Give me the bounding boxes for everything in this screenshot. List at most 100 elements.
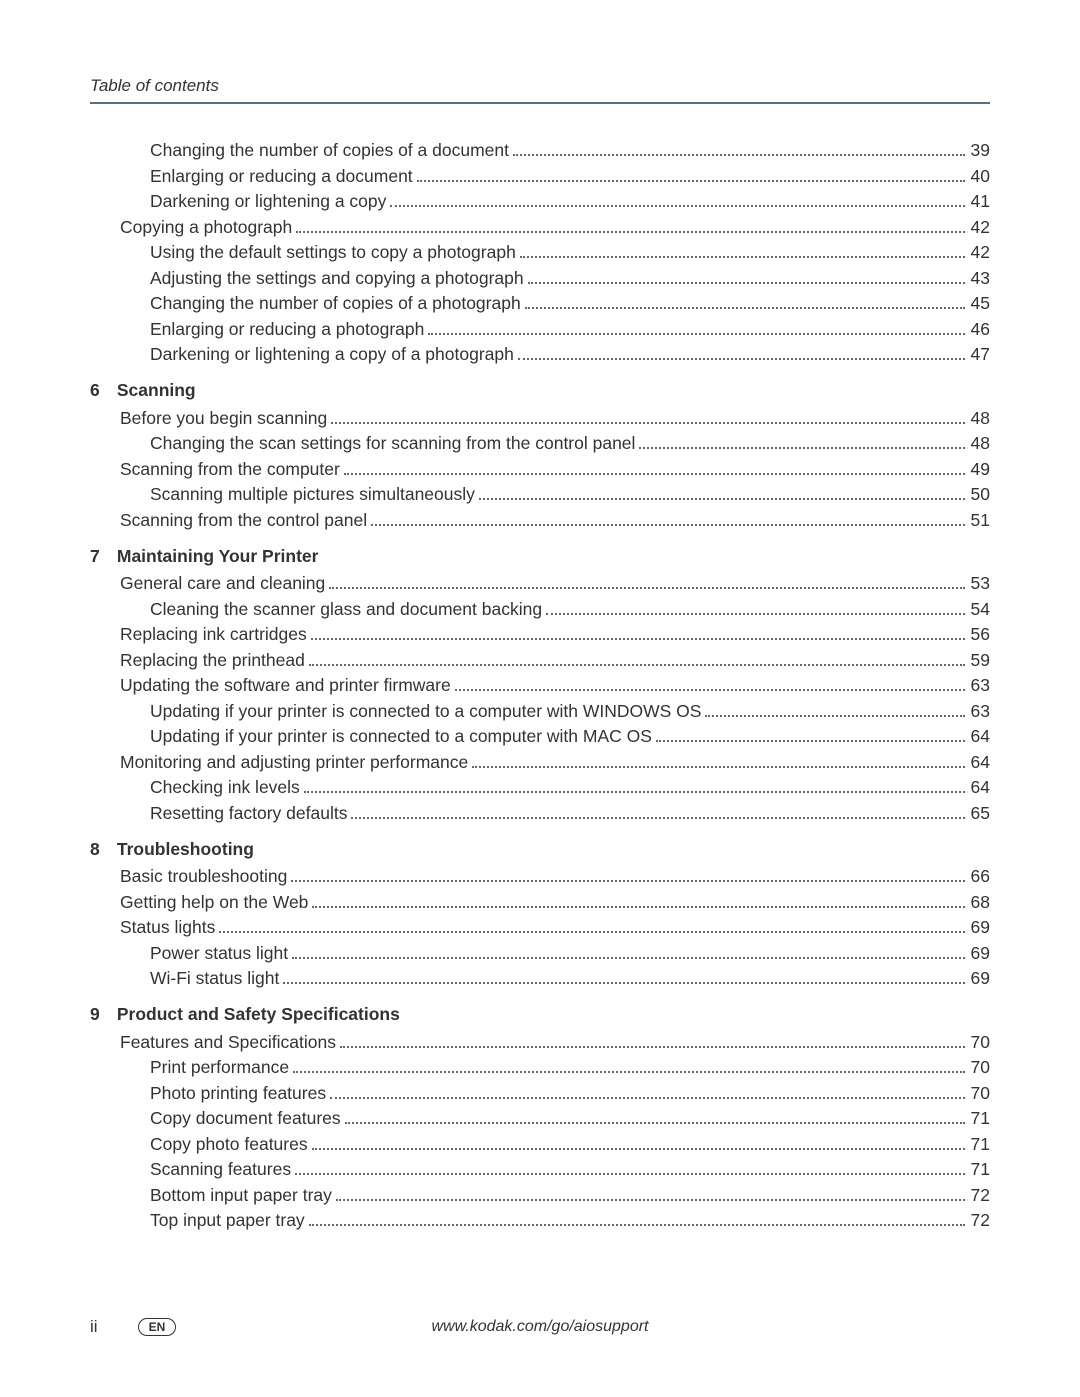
language-badge: EN	[138, 1318, 177, 1336]
toc-entry-label: Scanning from the computer	[120, 461, 340, 479]
toc-entry[interactable]: Before you begin scanning48	[90, 410, 990, 428]
toc-leader-dots	[656, 728, 965, 742]
toc-leader-dots	[340, 1034, 965, 1048]
toc-entry[interactable]: Checking ink levels64	[90, 779, 990, 797]
toc-entry[interactable]: Scanning features71	[90, 1161, 990, 1179]
toc-entry-label: Features and Specifications	[120, 1034, 336, 1052]
toc-entry[interactable]: Scanning from the control panel51	[90, 512, 990, 530]
toc-entry[interactable]: Status lights69	[90, 919, 990, 937]
toc-entry[interactable]: Scanning from the computer49	[90, 461, 990, 479]
toc-entry[interactable]: Changing the number of copies of a photo…	[90, 295, 990, 313]
toc-entry[interactable]: Print performance70	[90, 1059, 990, 1077]
page-footer: ii EN www.kodak.com/go/aiosupport	[90, 1317, 990, 1337]
toc-leader-dots	[219, 919, 964, 933]
toc-entry[interactable]: Enlarging or reducing a document40	[90, 168, 990, 186]
toc-entry-page: 72	[969, 1212, 990, 1230]
toc-entry[interactable]: Copy document features71	[90, 1110, 990, 1128]
toc-entry-page: 53	[969, 575, 990, 593]
toc-leader-dots	[293, 1059, 964, 1073]
toc-entry[interactable]: Wi-Fi status light 69	[90, 970, 990, 988]
toc-leader-dots	[336, 1187, 965, 1201]
toc-entry[interactable]: Features and Specifications70	[90, 1034, 990, 1052]
toc-leader-dots	[292, 945, 964, 959]
toc-leader-dots	[283, 970, 964, 984]
toc-entry[interactable]: Basic troubleshooting66	[90, 868, 990, 886]
toc-leader-dots	[345, 1110, 965, 1124]
toc-entry[interactable]: Power status light69	[90, 945, 990, 963]
toc-leader-dots	[371, 512, 964, 526]
toc-entry[interactable]: Enlarging or reducing a photograph 46	[90, 321, 990, 339]
toc-entry-page: 47	[969, 346, 990, 364]
toc-entry[interactable]: Replacing ink cartridges56	[90, 626, 990, 644]
toc-entry-label: Copy document features	[150, 1110, 341, 1128]
toc-entry-page: 64	[969, 728, 990, 746]
toc-leader-dots	[295, 1161, 964, 1175]
toc-entry[interactable]: Photo printing features70	[90, 1085, 990, 1103]
toc-entry[interactable]: Cleaning the scanner glass and document …	[90, 601, 990, 619]
toc-leader-dots	[455, 677, 965, 691]
toc-section-heading[interactable]: 8 Troubleshooting	[90, 841, 990, 859]
toc-entry[interactable]: Adjusting the settings and copying a pho…	[90, 270, 990, 288]
toc-entry-page: 72	[969, 1187, 990, 1205]
toc-entry-page: 69	[969, 945, 990, 963]
toc-entry-label: Photo printing features	[150, 1085, 326, 1103]
toc-entry-page: 64	[969, 754, 990, 772]
toc-entry[interactable]: Changing the scan settings for scanning …	[90, 435, 990, 453]
toc-entry-page: 41	[969, 193, 990, 211]
toc-entry-page: 48	[969, 435, 990, 453]
toc-section-heading[interactable]: 7 Maintaining Your Printer	[90, 548, 990, 566]
running-head: Table of contents	[90, 76, 990, 104]
toc-entry-page: 69	[969, 970, 990, 988]
toc-entry[interactable]: Monitoring and adjusting printer perform…	[90, 754, 990, 772]
toc-entry[interactable]: Updating if your printer is connected to…	[90, 728, 990, 746]
toc-entry-page: 39	[969, 142, 990, 160]
toc-leader-dots	[344, 461, 965, 475]
toc-entry[interactable]: General care and cleaning53	[90, 575, 990, 593]
toc-entry-label: Replacing the printhead	[120, 652, 305, 670]
toc-entry[interactable]: Bottom input paper tray 72	[90, 1187, 990, 1205]
toc-entry-label: Changing the number of copies of a photo…	[150, 295, 521, 313]
toc-entry-page: 43	[969, 270, 990, 288]
toc-entry-page: 69	[969, 919, 990, 937]
toc-leader-dots	[479, 486, 965, 500]
toc-entry-label: Enlarging or reducing a photograph	[150, 321, 424, 339]
toc-leader-dots	[304, 779, 965, 793]
toc-entry-page: 46	[969, 321, 990, 339]
toc-section-heading[interactable]: 6 Scanning	[90, 382, 990, 400]
toc-entry-page: 48	[969, 410, 990, 428]
toc-entry[interactable]: Using the default settings to copy a pho…	[90, 244, 990, 262]
toc-entry-label: Using the default settings to copy a pho…	[150, 244, 516, 262]
toc-entry[interactable]: Darkening or lightening a copy of a phot…	[90, 346, 990, 364]
toc-entry[interactable]: Getting help on the Web68	[90, 894, 990, 912]
toc-entry-label: Bottom input paper tray	[150, 1187, 332, 1205]
toc-entry[interactable]: Scanning multiple pictures simultaneousl…	[90, 486, 990, 504]
toc-entry-page: 66	[969, 868, 990, 886]
toc-entry[interactable]: Updating if your printer is connected to…	[90, 703, 990, 721]
toc-entry[interactable]: Darkening or lightening a copy 41	[90, 193, 990, 211]
footer-left: ii EN	[90, 1317, 176, 1337]
toc-leader-dots	[309, 652, 965, 666]
toc-entry[interactable]: Changing the number of copies of a docum…	[90, 142, 990, 160]
toc-section-title: Product and Safety Specifications	[112, 1006, 400, 1024]
toc-leader-dots	[417, 168, 965, 182]
toc-entry[interactable]: Copying a photograph42	[90, 219, 990, 237]
toc-entry-label: Monitoring and adjusting printer perform…	[120, 754, 468, 772]
toc-entry-page: 50	[969, 486, 990, 504]
toc-leader-dots	[472, 754, 964, 768]
toc-leader-dots	[331, 410, 964, 424]
toc-entry-label: Darkening or lightening a copy	[150, 193, 386, 211]
toc-entry-label: Darkening or lightening a copy of a phot…	[150, 346, 514, 364]
toc-entry-label: Scanning multiple pictures simultaneousl…	[150, 486, 475, 504]
toc-section-heading[interactable]: 9 Product and Safety Specifications	[90, 1006, 990, 1024]
toc-entry[interactable]: Replacing the printhead59	[90, 652, 990, 670]
toc-entry[interactable]: Updating the software and printer firmwa…	[90, 677, 990, 695]
toc-entry[interactable]: Top input paper tray72	[90, 1212, 990, 1230]
toc-entry-label: Getting help on the Web	[120, 894, 308, 912]
table-of-contents: Changing the number of copies of a docum…	[90, 142, 990, 1230]
toc-entry-label: Cleaning the scanner glass and document …	[150, 601, 542, 619]
toc-entry[interactable]: Resetting factory defaults65	[90, 805, 990, 823]
toc-entry-label: Wi-Fi status light	[150, 970, 279, 988]
toc-entry[interactable]: Copy photo features71	[90, 1136, 990, 1154]
toc-entry-page: 71	[969, 1136, 990, 1154]
toc-entry-label: Replacing ink cartridges	[120, 626, 307, 644]
